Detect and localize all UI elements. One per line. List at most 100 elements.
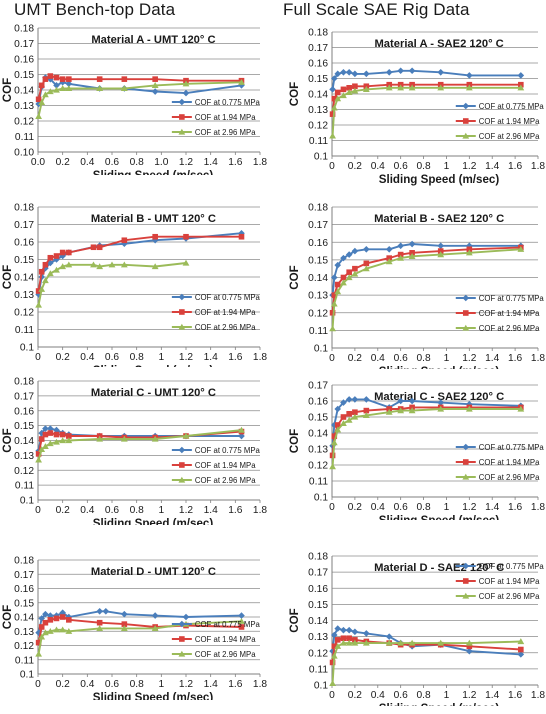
- data-point: [517, 72, 525, 79]
- data-point: [437, 69, 445, 76]
- data-point: [47, 430, 54, 436]
- x-tick-label: 0.6: [105, 352, 119, 363]
- legend-marker: [462, 102, 470, 110]
- data-point: [362, 412, 370, 418]
- data-point: [238, 432, 245, 440]
- legend-label: COF at 1.94 MPa: [479, 117, 540, 126]
- legend-marker: [179, 462, 185, 468]
- x-tick-label: 0.4: [80, 679, 94, 690]
- data-point: [59, 431, 66, 438]
- data-point: [35, 96, 42, 103]
- data-point: [96, 244, 103, 251]
- x-axis-label: Sliding Speed (m/sec): [379, 702, 500, 706]
- x-axis-label: Sliding Speed (m/sec): [93, 364, 214, 367]
- y-tick-label: 0.14: [308, 429, 328, 440]
- x-tick-label: 0.6: [394, 502, 408, 513]
- y-tick-label: 0.18: [308, 28, 328, 39]
- x-tick-label: 1: [158, 679, 164, 690]
- x-tick-label: 0.8: [130, 679, 144, 690]
- data-point: [151, 612, 159, 619]
- data-point: [331, 433, 338, 439]
- x-tick-label: 0.4: [80, 352, 94, 363]
- x-tick-label: 1.6: [228, 352, 242, 363]
- data-point: [120, 435, 128, 442]
- chart-material-c-umt: 0.1 0.11 0.12 0.13 0.14 0.15 0.16 0.17 0.18 0 0.2 0…: [1, 377, 267, 525]
- data-point: [409, 250, 415, 256]
- data-point: [42, 610, 49, 618]
- data-point: [65, 80, 73, 88]
- data-point: [59, 609, 66, 617]
- chart-title: Material B - UMT 120° C: [91, 213, 216, 225]
- chart-material-b-sae2: 0.1 0.11 0.12 0.13 0.14 0.15 0.16 0.17 0.18 0 0.2 0…: [288, 203, 545, 369]
- x-tick-label: 1.0: [154, 157, 168, 168]
- data-point: [408, 397, 416, 405]
- x-tick-label: 0: [329, 502, 335, 513]
- data-point: [152, 76, 158, 82]
- data-point: [397, 242, 404, 250]
- data-point: [35, 639, 42, 646]
- x-tick-label: 0.8: [416, 690, 430, 701]
- data-point: [59, 626, 67, 633]
- y-axis-label: COF: [1, 78, 14, 102]
- y-tick-label: 0.12: [14, 641, 34, 652]
- series-line: [331, 86, 521, 136]
- x-tick-label: 0.2: [56, 505, 70, 516]
- data-point: [385, 246, 393, 253]
- data-point: [397, 254, 405, 261]
- y-tick-label: 0.13: [14, 627, 34, 638]
- chart-title: Material B - SAE2 120° C: [374, 213, 504, 225]
- data-point: [397, 84, 405, 91]
- data-point: [466, 72, 473, 79]
- y-tick-label: 0.13: [308, 291, 328, 302]
- data-point: [351, 270, 359, 277]
- data-point: [53, 431, 60, 438]
- data-point: [331, 292, 338, 298]
- y-tick-label: 0.18: [308, 203, 328, 214]
- y-tick-label: 0.12: [14, 466, 34, 477]
- legend-marker: [462, 443, 470, 451]
- y-tick-label: 0.16: [14, 584, 34, 595]
- legend-marker: [462, 294, 470, 302]
- x-tick-label: 0: [329, 161, 335, 172]
- data-point: [340, 635, 347, 642]
- legend-label: COF at 1.94 MPa: [479, 309, 540, 318]
- data-point: [38, 82, 45, 89]
- data-point: [53, 612, 60, 619]
- y-tick-label: 0.11: [15, 325, 34, 336]
- legend-marker: [178, 293, 186, 301]
- y-tick-label: 0.14: [308, 616, 328, 627]
- y-tick-label: 0.15: [308, 600, 328, 611]
- x-tick-label: 1.2: [179, 505, 193, 516]
- data-point: [47, 254, 54, 261]
- x-tick-label: 0.4: [371, 161, 385, 172]
- data-point: [334, 426, 342, 433]
- data-point: [517, 651, 525, 658]
- x-tick-label: 1.4: [204, 352, 218, 363]
- x-tick-label: 0: [329, 690, 335, 701]
- data-point: [517, 638, 525, 645]
- y-tick-label: 0.11: [309, 326, 328, 337]
- x-tick-label: 1.2: [179, 679, 193, 690]
- x-tick-label: 0.0: [31, 157, 45, 168]
- data-point: [329, 86, 336, 93]
- data-point: [397, 639, 405, 646]
- data-point: [334, 95, 342, 102]
- data-point: [151, 82, 159, 88]
- x-axis-label: Sliding Speed (m/sec): [93, 169, 214, 175]
- y-tick-label: 0.1: [20, 496, 34, 507]
- data-point: [96, 608, 103, 615]
- data-point: [59, 263, 67, 270]
- data-point: [345, 69, 353, 76]
- y-tick-label: 0.17: [14, 39, 34, 50]
- data-point: [151, 236, 159, 244]
- data-point: [65, 85, 73, 92]
- data-point: [345, 626, 353, 634]
- chart-material-d-sae2: 0.1 0.11 0.12 0.13 0.14 0.15 0.16 0.17 0.18 0 0.2 0…: [288, 552, 545, 706]
- data-point: [351, 70, 359, 78]
- x-axis-label: Sliding Speed (m/sec): [93, 517, 214, 525]
- data-point: [340, 274, 347, 281]
- data-point: [437, 405, 445, 412]
- x-tick-label: 0.8: [130, 157, 144, 168]
- legend-label: COF at 1.94 MPa: [195, 635, 256, 644]
- data-point: [59, 249, 66, 256]
